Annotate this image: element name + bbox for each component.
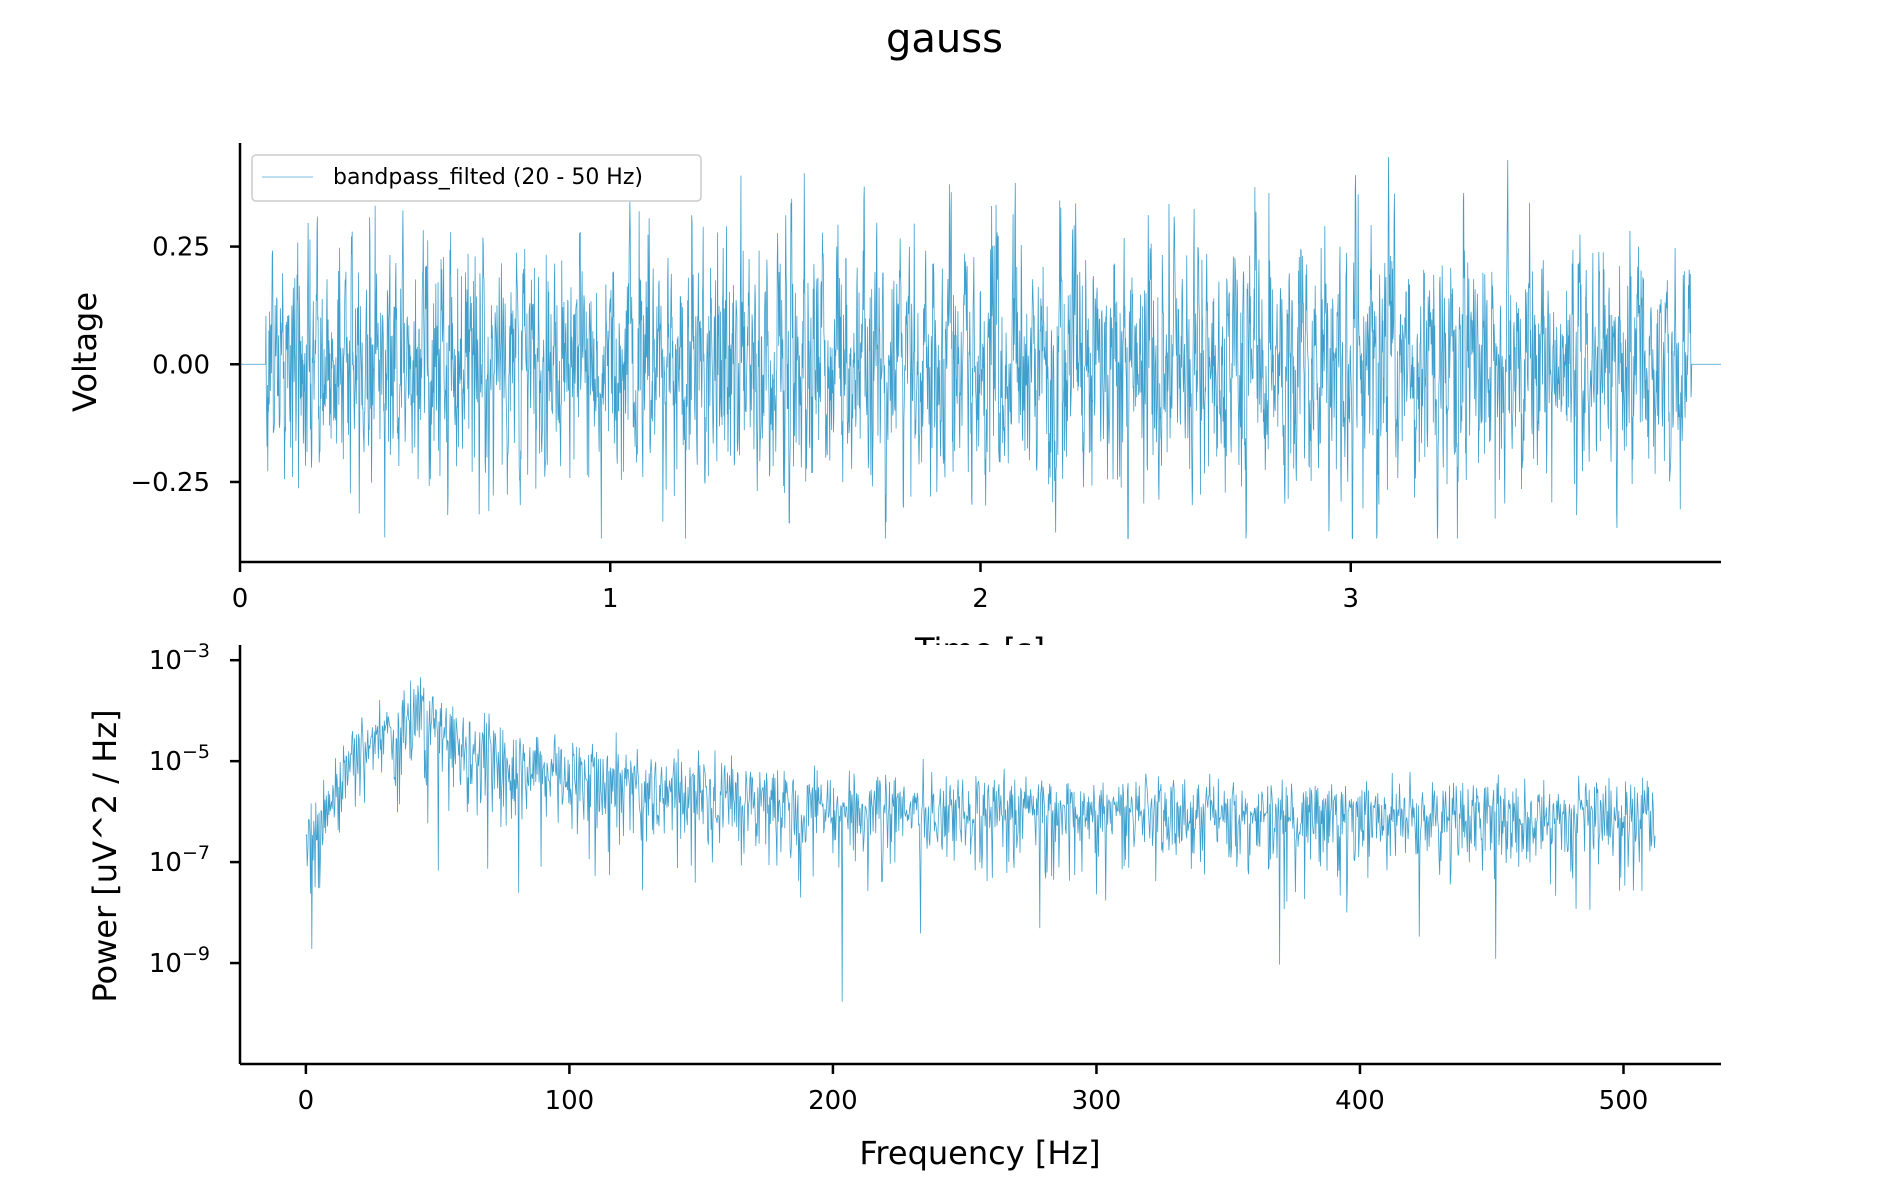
freq-x-tick-label: 400 bbox=[1335, 1086, 1385, 1116]
time-x-tick-label: 2 bbox=[972, 584, 989, 614]
power-spectrum-line bbox=[305, 677, 1656, 1002]
figure-title: gauss bbox=[886, 16, 1003, 62]
freq-x-tick-label: 300 bbox=[1072, 1086, 1122, 1116]
time-y-tick-label: 0.25 bbox=[152, 233, 210, 263]
freq-x-axis-label: Frequency [Hz] bbox=[859, 1134, 1100, 1172]
freq-y-tick-label: 10−9 bbox=[149, 943, 210, 979]
time-series-line bbox=[240, 157, 1721, 539]
freq-x-ticks: 0 100 200 300 400 500 bbox=[298, 1064, 1649, 1116]
legend-box bbox=[251, 154, 702, 202]
freq-series-layer bbox=[305, 677, 1656, 1002]
time-series-layer bbox=[240, 157, 1721, 539]
freq-x-tick-label: 100 bbox=[545, 1086, 595, 1116]
time-y-tick-label: 0.00 bbox=[152, 350, 210, 380]
freq-x-tick-label: 200 bbox=[808, 1086, 858, 1116]
time-x-tick-label: 1 bbox=[602, 584, 619, 614]
time-y-tick-label: −0.25 bbox=[130, 468, 210, 498]
freq-x-tick-label: 0 bbox=[298, 1086, 315, 1116]
freq-x-tick-label: 500 bbox=[1599, 1086, 1649, 1116]
freq-y-ticks: 10−3 10−5 10−7 10−9 bbox=[149, 640, 240, 979]
legend-label: bandpass_filted (20 - 50 Hz) bbox=[333, 165, 643, 190]
time-x-ticks: 0 1 2 3 bbox=[232, 562, 1359, 614]
time-x-tick-label: 0 bbox=[232, 584, 249, 614]
freq-y-tick-label: 10−5 bbox=[149, 741, 210, 777]
time-y-axis-label: Voltage bbox=[66, 292, 104, 412]
time-y-ticks: −0.25 0.00 0.25 bbox=[130, 233, 240, 498]
freq-y-axis-label: Power [uV^2 / Hz] bbox=[86, 709, 124, 1002]
power-spectrum-panel: 0 100 200 300 400 500 10−3 10−5 10−7 10−9 Power … bbox=[86, 640, 1721, 1172]
freq-y-tick-label: 10−7 bbox=[149, 842, 210, 878]
freq-y-tick-label: 10−3 bbox=[149, 640, 210, 676]
legend: bandpass_filted (20 - 50 Hz) bbox=[251, 154, 702, 202]
time-x-tick-label: 3 bbox=[1342, 584, 1359, 614]
